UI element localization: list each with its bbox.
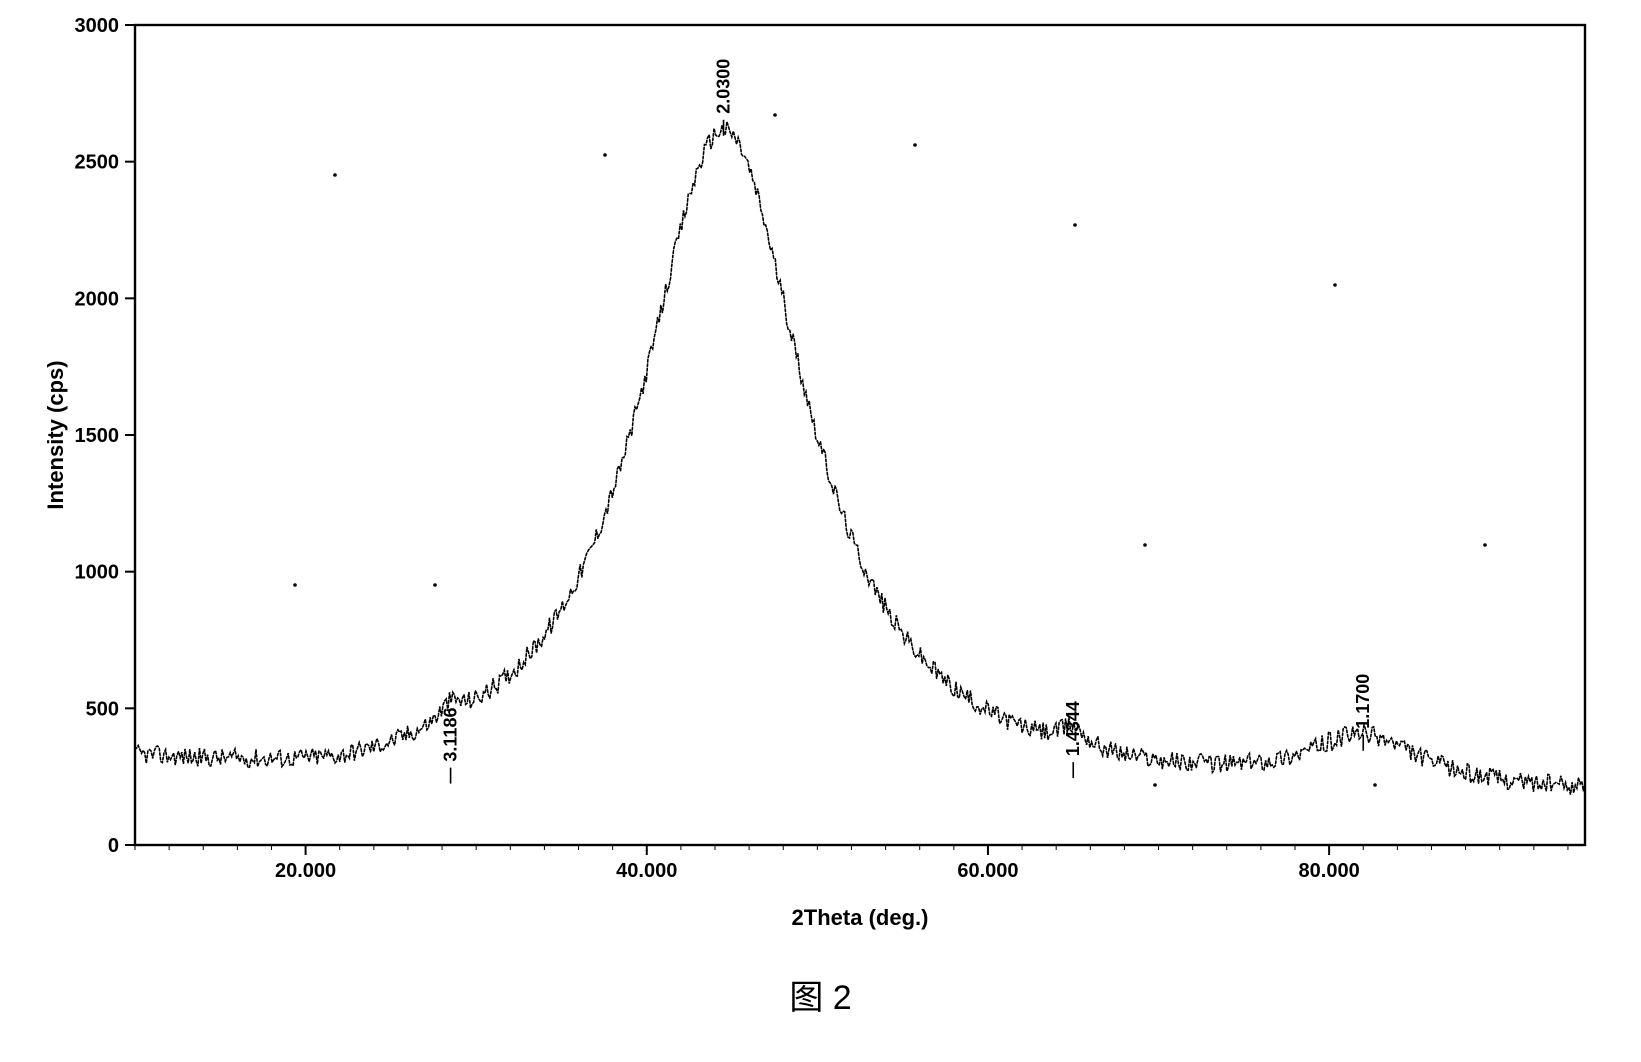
svg-text:1000: 1000 [75, 562, 120, 584]
xrd-chart: 0 500 1000 1500 2000 2500 3000 20.000 40.000 60.0… [40, 10, 1600, 950]
svg-text:1.1700: 1.1700 [1353, 674, 1373, 729]
svg-text:Intensity (cps): Intensity (cps) [43, 360, 68, 509]
svg-text:60.000: 60.000 [957, 860, 1018, 882]
svg-text:40.000: 40.000 [616, 860, 677, 882]
svg-text:1.4344: 1.4344 [1063, 701, 1083, 756]
svg-text:2Theta (deg.): 2Theta (deg.) [792, 905, 929, 930]
figure-caption: 图 2 [0, 970, 1641, 1019]
svg-text:1500: 1500 [75, 425, 120, 447]
chart-svg: 0 500 1000 1500 2000 2500 3000 20.000 40.000 60.0… [40, 10, 1600, 950]
svg-text:3.1186: 3.1186 [441, 708, 461, 762]
svg-text:500: 500 [86, 698, 119, 720]
svg-text:0: 0 [108, 835, 119, 857]
svg-text:2.0300: 2.0300 [714, 59, 734, 114]
svg-text:20.000: 20.000 [275, 860, 336, 882]
svg-text:3000: 3000 [75, 15, 120, 37]
svg-text:2500: 2500 [75, 152, 120, 174]
svg-text:80.000: 80.000 [1299, 860, 1360, 882]
svg-text:2000: 2000 [75, 288, 120, 310]
